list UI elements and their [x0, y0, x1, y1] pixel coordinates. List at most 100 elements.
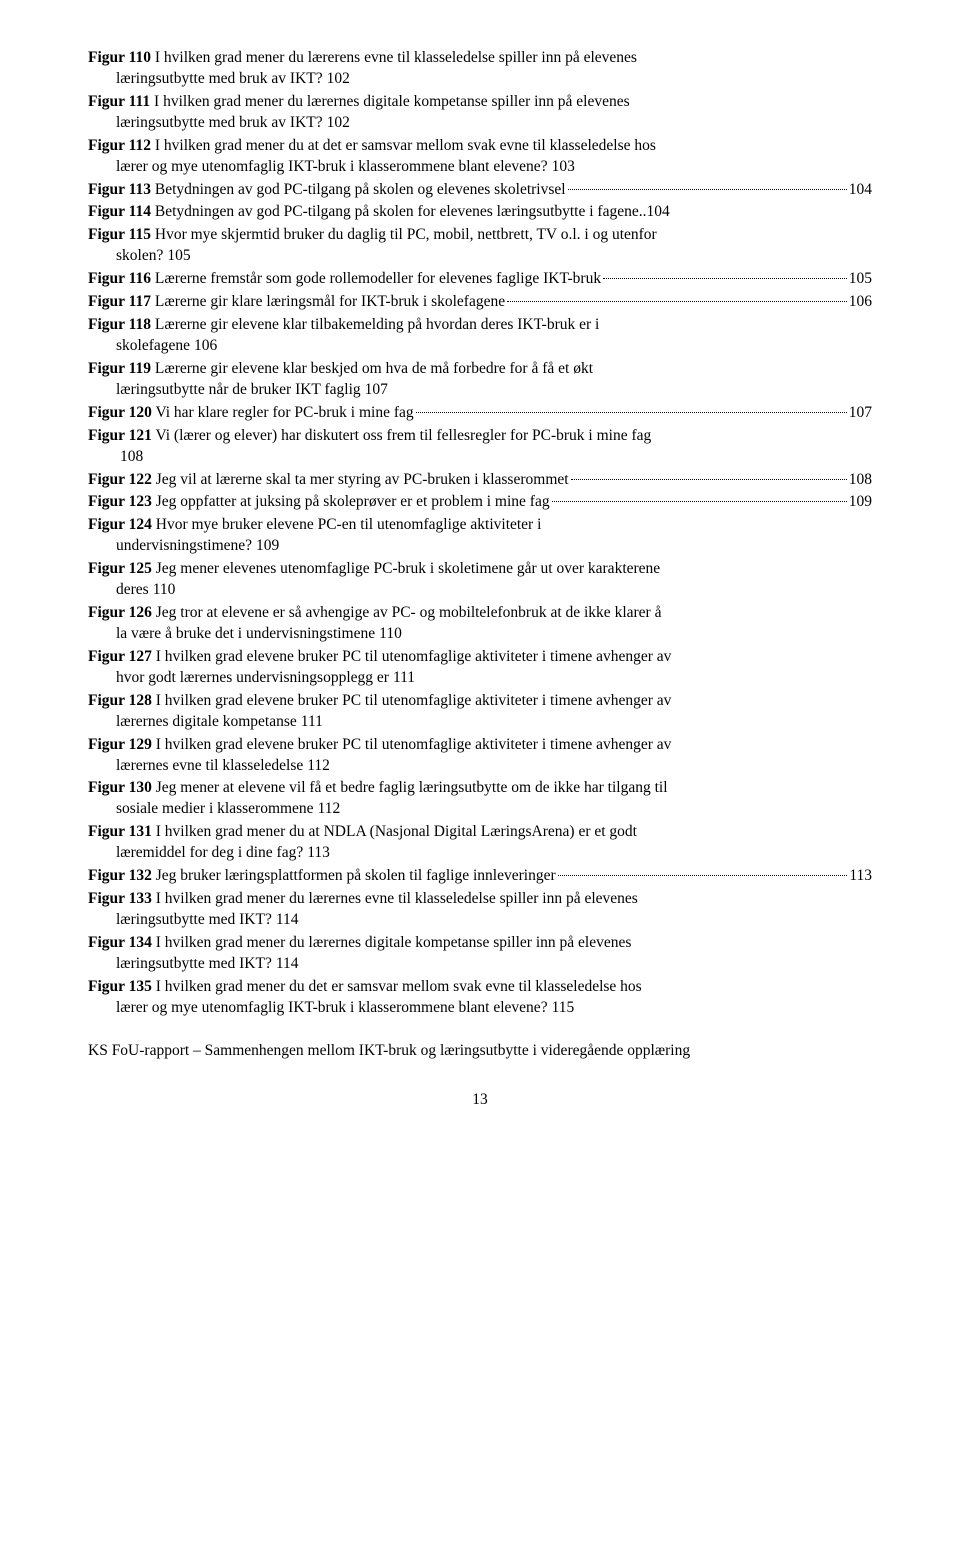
page-ref: 111 — [393, 669, 415, 686]
figure-label: Figur 131 — [88, 823, 152, 840]
toc-text: Figur 132 Jeg bruker læringsplattformen … — [88, 866, 556, 887]
toc-continuation: la være å bruke det i undervisningstimen… — [116, 625, 375, 642]
footer-text: KS FoU-rapport – Sammenhengen mellom IKT… — [88, 1041, 872, 1061]
page-ref: 108 — [849, 470, 872, 491]
page-ref: 110 — [153, 581, 176, 598]
toc-continuation: lærernes evne til klasseledelse — [116, 757, 303, 774]
toc-text: Figur 123 Jeg oppfatter at juksing på sk… — [88, 492, 550, 513]
toc-line2: lærernes digitale kompetanse111 — [88, 712, 872, 733]
toc-continuation: læringsutbytte når de bruker IKT faglig — [116, 381, 361, 398]
page-ref: 114 — [276, 911, 299, 928]
toc-entry: Figur 135 I hvilken grad mener du det er… — [88, 977, 872, 1019]
toc-text: Figur 117 Lærerne gir klare læringsmål f… — [88, 292, 505, 313]
toc-continuation: læringsutbytte med IKT? — [116, 911, 272, 928]
leader-dots — [552, 501, 847, 502]
page-ref: 105 — [167, 247, 190, 264]
toc-line2: sosiale medier i klasserommene112 — [88, 799, 872, 820]
toc-row: Figur 123 Jeg oppfatter at juksing på sk… — [88, 492, 872, 513]
page-ref: 104 — [646, 202, 669, 223]
toc-line1: Figur 111 I hvilken grad mener du lærern… — [88, 92, 872, 113]
toc-line2: skolen?105 — [88, 246, 872, 267]
toc-text: Figur 114 Betydningen av god PC-tilgang … — [88, 202, 639, 223]
toc-line1: Figur 135 I hvilken grad mener du det er… — [88, 977, 872, 998]
toc-line1: Figur 129 I hvilken grad elevene bruker … — [88, 735, 872, 756]
toc-line2: læringsutbytte med IKT?114 — [88, 954, 872, 975]
figure-label: Figur 135 — [88, 978, 152, 995]
toc-line1: Figur 115 Hvor mye skjermtid bruker du d… — [88, 225, 872, 246]
toc-entry: Figur 119 Lærerne gir elevene klar beskj… — [88, 359, 872, 401]
page-ref: 111 — [301, 713, 323, 730]
toc-entry: Figur 129 I hvilken grad elevene bruker … — [88, 735, 872, 777]
page-ref: 106 — [849, 292, 872, 313]
page-ref: 107 — [365, 381, 388, 398]
toc-line1: Figur 119 Lærerne gir elevene klar beskj… — [88, 359, 872, 380]
toc-line1: Figur 110 I hvilken grad mener du lærere… — [88, 48, 872, 69]
figure-label: Figur 120 — [88, 404, 152, 421]
page-ref: 103 — [552, 158, 575, 175]
page-ref: 108 — [120, 448, 143, 465]
figure-label: Figur 115 — [88, 226, 151, 243]
page-number: 13 — [88, 1091, 872, 1109]
toc-entry: Figur 120 Vi har klare regler for PC-bru… — [88, 403, 872, 424]
toc-entry: Figur 125 Jeg mener elevenes utenomfagli… — [88, 559, 872, 601]
toc-entry: Figur 122 Jeg vil at lærerne skal ta mer… — [88, 470, 872, 491]
figure-label: Figur 119 — [88, 360, 151, 377]
toc-line2: la være å bruke det i undervisningstimen… — [88, 624, 872, 645]
leader-dots — [571, 479, 847, 480]
toc-entry: Figur 128 I hvilken grad elevene bruker … — [88, 691, 872, 733]
page-ref: 109 — [256, 537, 279, 554]
figure-label: Figur 122 — [88, 471, 152, 488]
toc-line1: Figur 118 Lærerne gir elevene klar tilba… — [88, 315, 872, 336]
toc-entry: Figur 118 Lærerne gir elevene klar tilba… — [88, 315, 872, 357]
page-ref: 110 — [379, 625, 402, 642]
figure-label: Figur 112 — [88, 137, 151, 154]
toc-entry: Figur 117 Lærerne gir klare læringsmål f… — [88, 292, 872, 313]
toc-entry: Figur 123 Jeg oppfatter at juksing på sk… — [88, 492, 872, 513]
toc-line2: læringsutbytte med IKT?114 — [88, 910, 872, 931]
figure-label: Figur 123 — [88, 493, 152, 510]
toc-line2: læringsutbytte med bruk av IKT?102 — [88, 113, 872, 134]
leader-dots: .. — [639, 202, 647, 223]
figure-label: Figur 110 — [88, 49, 151, 66]
toc-row: Figur 120 Vi har klare regler for PC-bru… — [88, 403, 872, 424]
figure-label: Figur 118 — [88, 316, 151, 333]
figure-label: Figur 111 — [88, 93, 150, 110]
page-ref: 104 — [849, 180, 872, 201]
leader-dots — [416, 412, 847, 413]
toc-entry: Figur 121 Vi (lærer og elever) har disku… — [88, 426, 872, 468]
toc-line2: læringsutbytte med bruk av IKT?102 — [88, 69, 872, 90]
toc-line1: Figur 131 I hvilken grad mener du at NDL… — [88, 822, 872, 843]
toc-continuation: læringsutbytte med bruk av IKT? — [116, 114, 323, 131]
toc-line1: Figur 128 I hvilken grad elevene bruker … — [88, 691, 872, 712]
toc-line1: Figur 134 I hvilken grad mener du lærern… — [88, 933, 872, 954]
figure-label: Figur 134 — [88, 934, 152, 951]
toc-line1: Figur 126 Jeg tror at elevene er så avhe… — [88, 603, 872, 624]
page-ref: 106 — [194, 337, 217, 354]
toc-text: Figur 120 Vi har klare regler for PC-bru… — [88, 403, 414, 424]
figure-label: Figur 132 — [88, 867, 152, 884]
toc-line2: skolefagene106 — [88, 336, 872, 357]
figure-label: Figur 126 — [88, 604, 152, 621]
toc-row: Figur 122 Jeg vil at lærerne skal ta mer… — [88, 470, 872, 491]
leader-dots — [603, 278, 847, 279]
toc-line1: Figur 127 I hvilken grad elevene bruker … — [88, 647, 872, 668]
toc-continuation: deres — [116, 581, 149, 598]
toc-continuation: læringsutbytte med bruk av IKT? — [116, 70, 323, 87]
page-ref: 112 — [307, 757, 330, 774]
toc-row: Figur 132 Jeg bruker læringsplattformen … — [88, 866, 872, 887]
toc-entry: Figur 113 Betydningen av god PC-tilgang … — [88, 180, 872, 201]
toc-continuation: lærer og mye utenomfaglig IKT-bruk i kla… — [116, 158, 548, 175]
figure-label: Figur 129 — [88, 736, 152, 753]
figure-label: Figur 124 — [88, 516, 152, 533]
toc-entry: Figur 131 I hvilken grad mener du at NDL… — [88, 822, 872, 864]
toc-line1: Figur 125 Jeg mener elevenes utenomfagli… — [88, 559, 872, 580]
page-ref: 113 — [849, 866, 872, 887]
figure-label: Figur 117 — [88, 293, 151, 310]
toc-line2: læremiddel for deg i dine fag?113 — [88, 843, 872, 864]
toc-line2: hvor godt lærernes undervisningsopplegg … — [88, 668, 872, 689]
toc-continuation: skolen? — [116, 247, 163, 264]
figure-list: Figur 110 I hvilken grad mener du lærere… — [88, 48, 872, 1019]
page-ref: 114 — [276, 955, 299, 972]
toc-entry: Figur 130 Jeg mener at elevene vil få et… — [88, 778, 872, 820]
toc-line2: 108 — [88, 447, 872, 468]
